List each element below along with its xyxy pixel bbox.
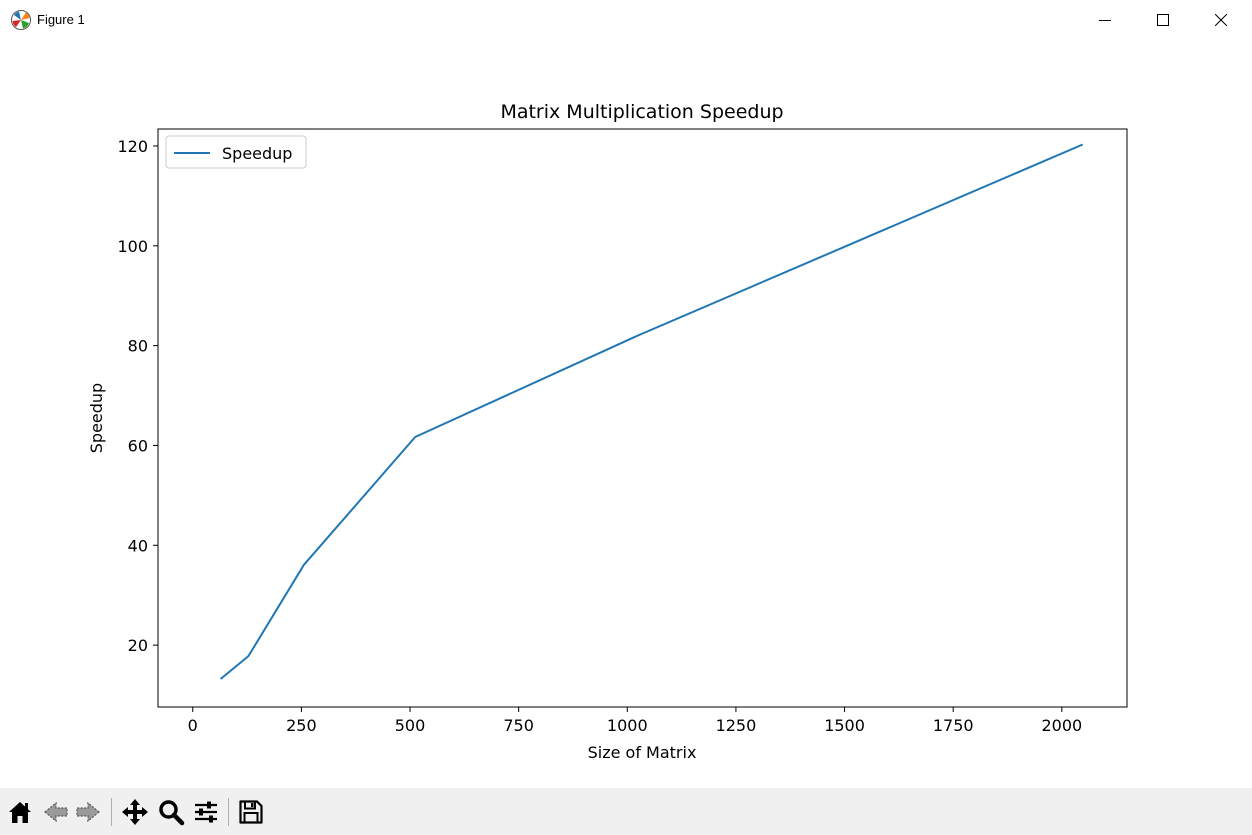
chart: Matrix Multiplication Speedup 0 250 500 750… bbox=[87, 101, 1128, 762]
x-tick-label: 1000 bbox=[607, 716, 648, 735]
back-button[interactable] bbox=[40, 796, 72, 828]
legend-box bbox=[165, 135, 307, 169]
save-button[interactable] bbox=[235, 796, 267, 828]
pan-icon bbox=[122, 799, 148, 825]
matplotlib-logo-icon bbox=[11, 10, 31, 30]
x-tick-label: 1750 bbox=[933, 716, 974, 735]
x-tick-label: 250 bbox=[286, 716, 317, 735]
navigation-toolbar bbox=[0, 788, 1252, 835]
x-tick-label: 0 bbox=[188, 716, 198, 735]
y-tick-label: 100 bbox=[117, 237, 148, 256]
y-tick-label: 60 bbox=[128, 436, 148, 455]
x-tick-label: 1250 bbox=[716, 716, 757, 735]
legend: Speedup bbox=[165, 135, 307, 169]
toolbar-separator bbox=[111, 798, 112, 826]
configure-subplots-icon bbox=[195, 801, 217, 823]
y-tick-label: 120 bbox=[117, 137, 148, 156]
zoom-button[interactable] bbox=[155, 796, 187, 828]
close-icon bbox=[1215, 14, 1227, 26]
title-bar: Figure 1 bbox=[0, 0, 1252, 40]
back-icon bbox=[44, 801, 68, 823]
maximize-icon bbox=[1157, 14, 1169, 26]
forward-icon bbox=[76, 801, 100, 823]
series-layer bbox=[219, 143, 1084, 680]
save-icon bbox=[239, 800, 263, 824]
maximize-button[interactable] bbox=[1134, 0, 1192, 40]
configure-subplots-button[interactable] bbox=[190, 796, 222, 828]
series-line bbox=[219, 143, 1084, 680]
y-axis: 20 40 60 80 100 120 bbox=[117, 137, 158, 655]
x-axis: 0 250 500 750 1000 1250 1500 1750 2000 bbox=[188, 707, 1082, 735]
forward-button[interactable] bbox=[72, 796, 104, 828]
x-axis-label: Size of Matrix bbox=[588, 743, 697, 762]
minimize-icon bbox=[1099, 20, 1111, 21]
window-title: Figure 1 bbox=[37, 12, 85, 27]
minimize-button[interactable] bbox=[1076, 0, 1134, 40]
x-tick-label: 500 bbox=[395, 716, 426, 735]
home-button[interactable] bbox=[4, 796, 36, 828]
y-tick-label: 40 bbox=[128, 536, 148, 555]
legend-entry-label: Speedup bbox=[222, 144, 292, 163]
toolbar-separator bbox=[228, 798, 229, 826]
x-tick-label: 750 bbox=[503, 716, 534, 735]
chart-title: Matrix Multiplication Speedup bbox=[500, 101, 783, 123]
y-tick-label: 80 bbox=[128, 337, 148, 356]
y-axis-label: Speedup bbox=[87, 383, 106, 453]
x-tick-label: 1500 bbox=[824, 716, 865, 735]
home-icon bbox=[9, 802, 31, 823]
pan-button[interactable] bbox=[119, 796, 151, 828]
axes-frame bbox=[157, 128, 1128, 708]
close-button[interactable] bbox=[1192, 0, 1250, 40]
x-tick-label: 2000 bbox=[1041, 716, 1082, 735]
figure-canvas[interactable]: Matrix Multiplication Speedup 0 250 500 750… bbox=[0, 40, 1252, 788]
y-tick-label: 20 bbox=[128, 636, 148, 655]
zoom-icon bbox=[159, 800, 185, 826]
